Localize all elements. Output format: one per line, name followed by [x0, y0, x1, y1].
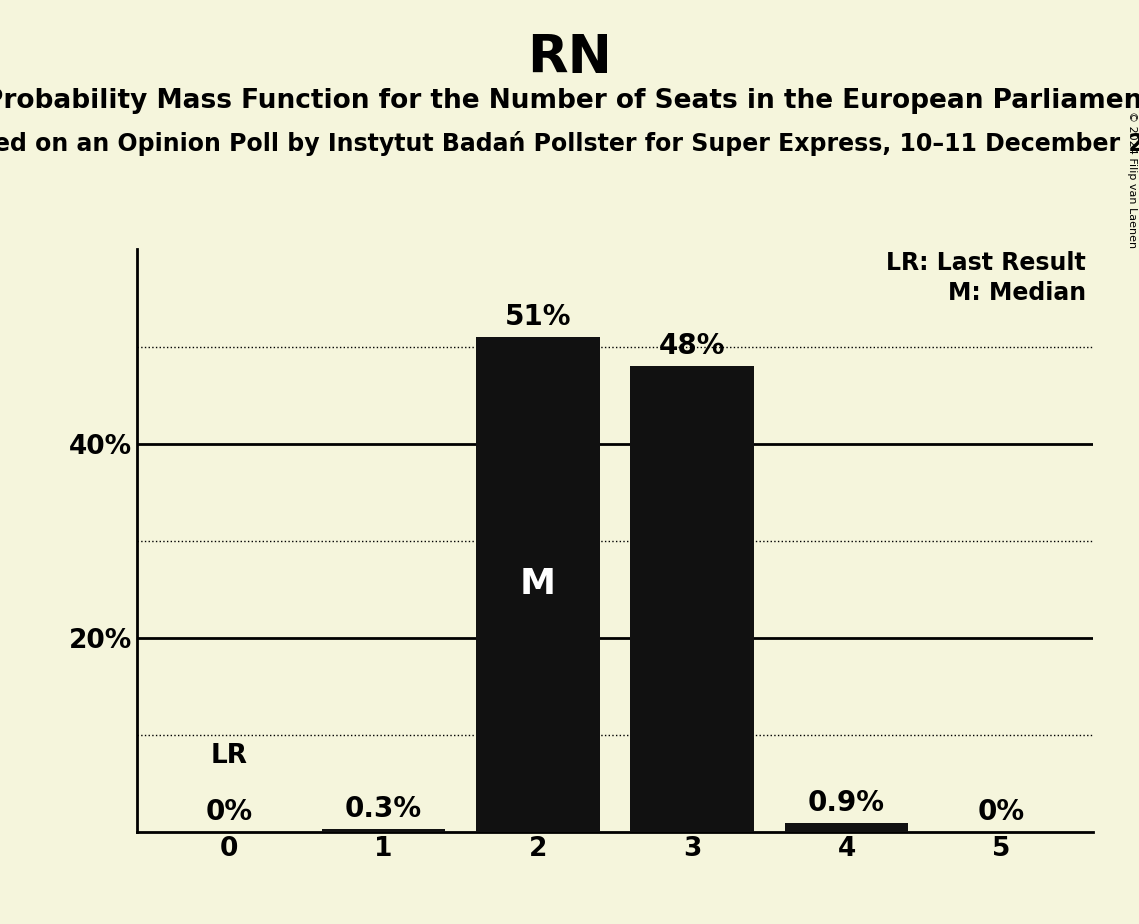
Text: 0.3%: 0.3% — [345, 795, 423, 823]
Text: 0.9%: 0.9% — [808, 789, 885, 817]
Text: RN: RN — [527, 32, 612, 84]
Text: M: M — [519, 567, 556, 602]
Text: 51%: 51% — [505, 303, 571, 331]
Bar — [476, 337, 599, 832]
Text: Probability Mass Function for the Number of Seats in the European Parliament: Probability Mass Function for the Number… — [0, 88, 1139, 114]
Bar — [785, 823, 908, 832]
Text: © 2024 Filip van Laenen: © 2024 Filip van Laenen — [1128, 111, 1137, 248]
Text: LR: LR — [211, 743, 248, 769]
Text: Based on an Opinion Poll by Instytut Badań Pollster for Super Express, 10–11 Dec: Based on an Opinion Poll by Instytut Bad… — [0, 131, 1139, 156]
Text: M: Median: M: Median — [948, 281, 1085, 305]
Text: 0%: 0% — [977, 797, 1024, 826]
Text: LR: Last Result: LR: Last Result — [886, 251, 1085, 275]
Text: 0%: 0% — [206, 797, 253, 826]
Bar — [322, 829, 445, 832]
Text: 48%: 48% — [659, 332, 726, 360]
Bar — [631, 366, 754, 832]
